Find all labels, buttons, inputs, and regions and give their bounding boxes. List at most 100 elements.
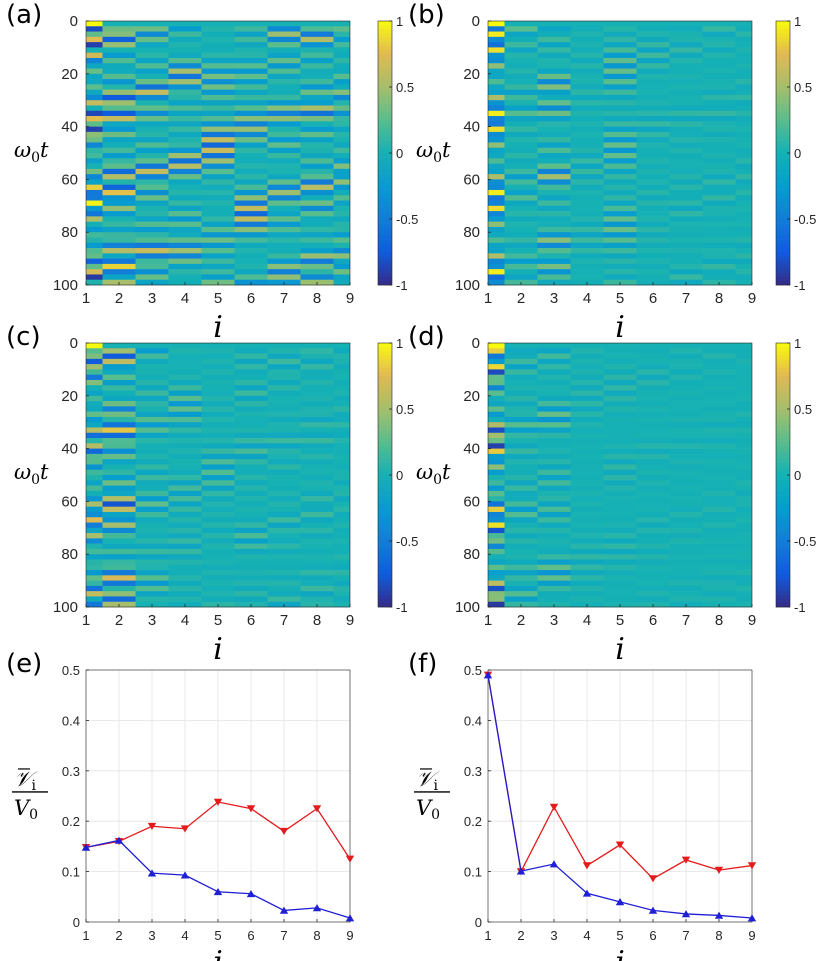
heatmap-cell — [267, 216, 301, 222]
heatmap-cell — [300, 533, 334, 539]
heatmap-cell — [488, 36, 505, 43]
heatmap-cell — [234, 358, 268, 365]
heatmap-cell — [201, 205, 235, 212]
colorbar-swatch — [776, 487, 790, 492]
heatmap-cell — [102, 274, 136, 281]
heatmap-cell — [702, 496, 736, 502]
heatmap-cell — [636, 36, 670, 43]
colorbar-swatch — [378, 264, 392, 269]
heatmap-cell — [488, 147, 505, 154]
heatmap-cell — [669, 269, 703, 275]
heatmap-cell — [570, 21, 604, 27]
heatmap-cell — [234, 163, 268, 170]
heatmap-cell — [570, 89, 604, 96]
heatmap-cell — [735, 52, 752, 59]
heatmap-cell — [267, 517, 301, 523]
heatmap-cell — [300, 596, 334, 603]
heatmap-cell — [234, 353, 268, 360]
colorbar-swatch — [776, 169, 790, 174]
colorbar-swatch — [776, 74, 790, 80]
heatmap-cell — [488, 52, 505, 59]
heatmap-cell — [135, 543, 169, 550]
heatmap-cell — [488, 47, 505, 53]
heatmap-cell — [570, 100, 604, 106]
heatmap-cell — [570, 137, 604, 143]
heatmap-cell — [201, 364, 235, 370]
colorbar-swatch — [776, 520, 790, 525]
heatmap-cell — [86, 554, 103, 560]
heatmap-cell — [702, 26, 736, 32]
heatmap-cell — [702, 411, 736, 418]
heatmap-cell — [135, 105, 169, 112]
heatmap-cell — [168, 511, 202, 518]
heatmap-cell — [488, 485, 505, 492]
heatmap-cell — [267, 443, 301, 449]
heatmap-cell — [267, 480, 301, 486]
heatmap-cell — [201, 348, 235, 354]
heatmap-cell — [702, 116, 736, 122]
heatmap-cell — [267, 527, 301, 534]
heatmap-cell — [168, 475, 202, 481]
heatmap-cell — [168, 580, 202, 587]
heatmap-cell — [636, 374, 670, 381]
heatmap-cell — [504, 443, 538, 449]
heatmap-cell — [537, 591, 571, 597]
heatmap-cell — [267, 575, 301, 581]
heatmap-cell — [267, 221, 301, 228]
heatmap-cell — [333, 131, 350, 138]
heatmap-cell — [267, 570, 301, 576]
heatmap-cell — [201, 221, 235, 228]
heatmap-cell — [168, 79, 202, 85]
heatmap-cell — [86, 570, 103, 576]
heatmap-cell — [504, 94, 538, 101]
heatmap-cell — [135, 242, 169, 249]
data-point-red — [180, 825, 190, 833]
heatmap-cell — [135, 36, 169, 43]
colorbar-swatch — [378, 355, 392, 360]
heatmap-cell — [488, 511, 505, 518]
colorbar-swatch — [776, 202, 790, 207]
heatmap-cell — [636, 73, 670, 80]
heatmap-cell — [102, 232, 136, 238]
heatmap-cell — [488, 195, 505, 201]
colorbar: 10.50-0.5-1 — [377, 14, 418, 293]
heatmap-cell — [168, 163, 202, 170]
heatmap-cell — [86, 438, 103, 444]
heatmap-cell — [234, 580, 268, 587]
heatmap-cell — [669, 211, 703, 217]
heatmap-cell — [234, 395, 268, 402]
heatmap-cell — [735, 485, 752, 492]
colorbar-swatch — [776, 590, 790, 595]
heatmap-cell — [735, 168, 752, 175]
heatmap-cell — [570, 105, 604, 112]
y-tick-label: 20 — [61, 66, 78, 83]
heatmap-cell — [300, 184, 334, 191]
colorbar-swatch — [776, 111, 790, 117]
heatmap-cell — [702, 506, 736, 513]
heatmap-cell — [603, 248, 637, 254]
y-axis-label: ω0t — [416, 460, 451, 488]
colorbar-swatch — [776, 25, 790, 30]
heatmap-cell — [102, 68, 136, 75]
heatmap-cell — [702, 538, 736, 544]
heatmap-cell — [669, 179, 703, 185]
heatmap-cell — [234, 443, 268, 449]
colorbar-swatch — [378, 458, 392, 463]
heatmap-cell — [102, 501, 136, 507]
heatmap-cell — [102, 137, 136, 143]
heatmap-cell — [669, 94, 703, 101]
heatmap-cell — [300, 564, 334, 571]
heatmap-cell — [669, 585, 703, 592]
heatmap-cell — [603, 374, 637, 381]
heatmap-cell — [603, 554, 637, 560]
heatmap-cell — [735, 374, 752, 381]
colorbar-swatch — [776, 223, 790, 228]
colorbar-swatch — [776, 157, 790, 162]
heatmap-cell — [504, 448, 538, 455]
heatmap-cell — [669, 105, 703, 112]
heatmap-cell — [267, 438, 301, 444]
colorbar-swatch — [378, 45, 392, 51]
heatmap-cell — [102, 131, 136, 138]
heatmap-cell — [735, 438, 752, 444]
